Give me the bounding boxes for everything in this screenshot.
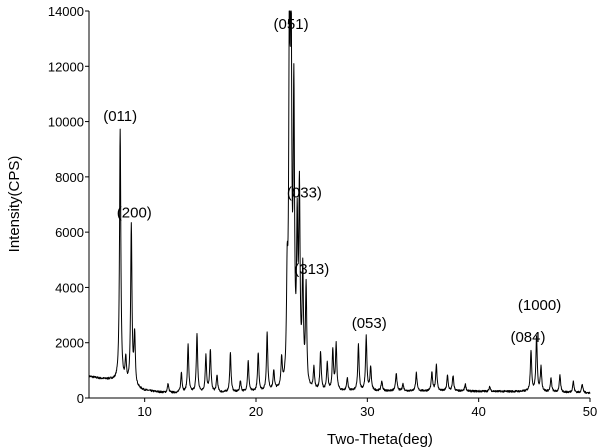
y-tick-label: 0	[77, 391, 84, 406]
y-tick-label: 12000	[48, 59, 84, 74]
peak-label: (084)	[510, 329, 545, 346]
y-axis-title: Intensity(CPS)	[6, 156, 23, 253]
y-tick-label: 6000	[55, 225, 84, 240]
peak-label: (053)	[352, 315, 387, 332]
x-tick-label: 20	[249, 404, 263, 419]
x-tick-label: 30	[360, 404, 374, 419]
peak-labels: (011) (200) (051) (033) (313) (053) (084) (1000…	[103, 16, 561, 346]
peak-label: (1000)	[518, 297, 561, 314]
diffraction-pattern-line	[88, 10, 591, 395]
x-tick-label: 10	[137, 404, 151, 419]
y-tick-label: 2000	[55, 336, 84, 351]
x-tick-label: 40	[471, 404, 485, 419]
peak-label: (200)	[117, 205, 152, 222]
peak-label: (033)	[287, 185, 322, 202]
ticks	[85, 10, 591, 402]
y-tick-label: 8000	[55, 170, 84, 185]
tick-labels: 0 2000 4000 6000 8000 10000 12000 14000 10 20 30 40…	[48, 4, 597, 419]
y-tick-label: 4000	[55, 280, 84, 295]
x-tick-label: 50	[583, 404, 597, 419]
y-tick-label: 10000	[48, 115, 84, 130]
y-tick-label: 14000	[48, 4, 84, 19]
x-axis-title: Two-Theta(deg)	[327, 431, 433, 448]
peak-label: (313)	[294, 261, 329, 278]
peak-label: (051)	[274, 16, 309, 33]
peak-label: (011)	[103, 108, 137, 125]
axes	[88, 11, 590, 399]
